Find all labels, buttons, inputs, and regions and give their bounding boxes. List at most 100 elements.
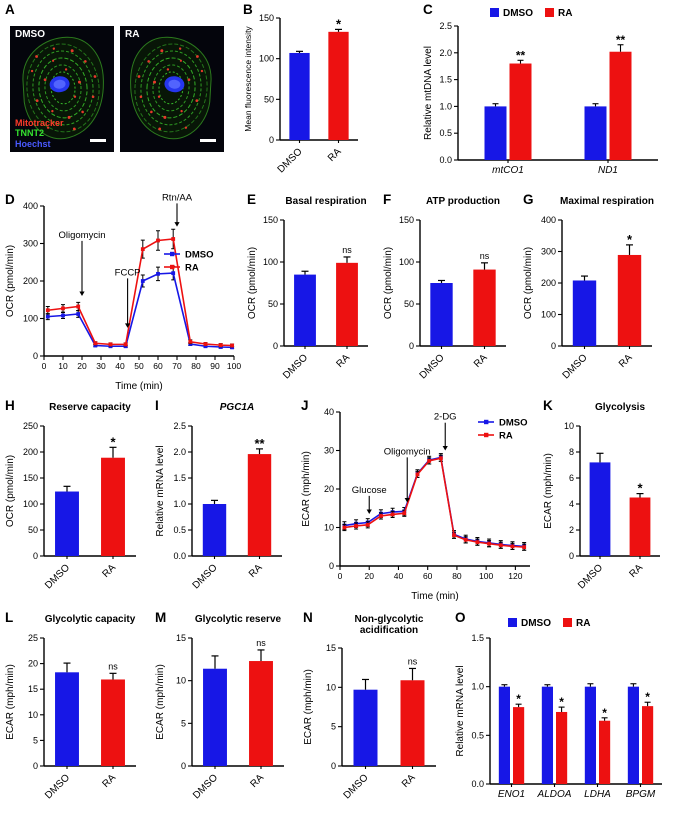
y-tick-label: 400: [541, 215, 556, 225]
micrograph-label-dmso: DMSO: [15, 29, 45, 40]
y-tick-label: 2.5: [173, 421, 186, 431]
x-tick-label: RA: [247, 562, 265, 580]
x-tick-label: RA: [628, 562, 646, 580]
bar-ND1-DMSO: [584, 106, 607, 160]
y-tick-label: 2.5: [439, 21, 452, 31]
y-tick-label: 1.0: [173, 499, 186, 509]
bar-ALDOA-RA: [556, 711, 568, 784]
chart-glycolytic-reserve: Glycolytic reserve ECAR (mph/min) 0 5 10 15 DM…: [155, 614, 284, 801]
bar-RA: [629, 497, 651, 556]
x-tick-label: DMSO: [191, 562, 220, 591]
significance-label: *: [627, 232, 633, 247]
annotation-arrow: [442, 446, 448, 451]
chart-title: PGC1A: [220, 402, 254, 413]
bar-DMSO: [572, 280, 597, 346]
panel-J: J ECAR (mph/min) 0 10 20 30 40 0 20 40 60 80 100 120…: [298, 398, 538, 604]
legend-label: DMSO: [503, 8, 533, 19]
panel-letter-G: G: [523, 192, 534, 207]
y-tick-label: 10: [326, 682, 336, 692]
x-tick-label: DMSO: [191, 772, 220, 801]
x-tick-label: 0: [42, 361, 47, 371]
legend-label: DMSO: [521, 618, 551, 629]
significance-label: *: [559, 695, 564, 709]
x-tick-label: RA: [101, 562, 119, 580]
data-point: [438, 456, 443, 461]
data-point: [203, 344, 208, 349]
annotation-label: Oligomycin: [384, 446, 431, 457]
y-tick-label: 200: [23, 447, 38, 457]
panel-D: D OCR (pmol/min) 0 100 200 300 400 0 10 20 30 40 50…: [2, 192, 242, 394]
y-tick-label: 150: [23, 473, 38, 483]
bar-ALDOA-DMSO: [541, 686, 553, 784]
y-tick-label: 0: [33, 551, 38, 561]
significance-label: **: [516, 48, 526, 62]
chart-title: Glycolysis: [595, 402, 645, 413]
y-tick-label: 100: [259, 54, 274, 64]
significance-label: *: [336, 16, 342, 31]
x-tick-label: 90: [210, 361, 220, 371]
x-tick-label: 20: [77, 361, 87, 371]
y-tick-label: 200: [541, 278, 556, 288]
panel-M: M Glycolytic reserve ECAR (mph/min) 0 5 10 15…: [152, 610, 298, 814]
data-point: [45, 314, 50, 319]
y-tick-label: 100: [23, 314, 38, 324]
chart-ecar-timecourse: ECAR (mph/min) 0 10 20 30 40 0 20 40 60 80 100 120 Ti…: [301, 407, 530, 602]
significance-label: ns: [256, 638, 266, 648]
chart-title: Glycolytic capacity: [45, 614, 136, 625]
y-tick-label: 1.0: [439, 101, 452, 111]
panel-A: A: [2, 2, 240, 190]
y-tick-label: 50: [28, 525, 38, 535]
panel-letter-O: O: [455, 610, 466, 625]
significance-label: ns: [108, 661, 118, 671]
x-tick-label: LDHA: [584, 789, 611, 800]
y-tick-label: 150: [259, 13, 274, 23]
y-tick-label: 1.5: [471, 633, 484, 643]
annotation-label: 2-DG: [434, 412, 457, 423]
y-axis-label: OCR (pmol/min): [523, 247, 534, 319]
legend-label: RA: [185, 263, 199, 274]
bar-DMSO: [294, 274, 316, 346]
y-tick-label: 1.5: [439, 75, 452, 85]
data-point: [203, 342, 208, 346]
annotation-arrow: [79, 291, 85, 296]
chart-mean-fluorescence: Mean fluorescence intensity 0 50 100 150 DMSO…: [243, 13, 358, 175]
y-tick-label: 10: [324, 523, 334, 533]
micrograph-dmso: DMSO Mitotracker TNNT2 Hoechst: [10, 26, 114, 152]
x-tick-label: mtCO1: [492, 165, 524, 176]
y-tick-label: 25: [28, 633, 38, 643]
legend-label: DMSO: [499, 418, 528, 429]
x-tick-label: DMSO: [276, 146, 305, 175]
x-tick-label: RA: [249, 772, 267, 790]
panel-B: B Mean fluorescence intensity 0 50 100 150 DM…: [240, 2, 368, 190]
x-tick-label: 80: [191, 361, 201, 371]
bar-DMSO: [203, 668, 227, 766]
annotation-arrow: [174, 222, 180, 227]
y-tick-label: 100: [263, 257, 278, 267]
y-tick-label: 2.0: [439, 48, 452, 58]
x-tick-label: DMSO: [561, 352, 590, 381]
data-point: [354, 524, 358, 528]
micrograph-ra: RA: [120, 26, 224, 152]
bar-RA: [617, 254, 642, 346]
panel-letter-D: D: [5, 192, 15, 207]
y-tick-label: 2: [569, 525, 574, 535]
y-tick-label: 300: [23, 239, 38, 249]
bar-DMSO: [55, 491, 79, 556]
y-tick-label: 400: [23, 201, 38, 211]
scale-bar: [200, 139, 216, 142]
y-axis-label: OCR (pmol/min): [5, 455, 16, 527]
panel-H: H Reserve capacity OCR (pmol/min) 0 50 100 15…: [2, 398, 150, 604]
data-point: [498, 543, 503, 548]
stain-legend-hoechst: Hoechst: [15, 138, 51, 149]
x-tick-label: 120: [508, 571, 522, 581]
x-tick-label: RA: [617, 352, 635, 370]
y-tick-label: 100: [399, 257, 414, 267]
data-point: [415, 472, 420, 477]
chart-ocr-timecourse: OCR (pmol/min) 0 100 200 300 400 0 10 20 30 40 50 60…: [5, 192, 241, 392]
chart-glycolytic-capacity: Glycolytic capacity ECAR (mph/min) 0 5 10 15 2…: [5, 614, 136, 801]
y-axis-label: ECAR (mph/min): [303, 669, 314, 745]
x-tick-label: ND1: [598, 165, 618, 176]
bar-RA: [473, 269, 496, 346]
bar-RA: [249, 661, 273, 766]
data-point: [93, 343, 98, 348]
